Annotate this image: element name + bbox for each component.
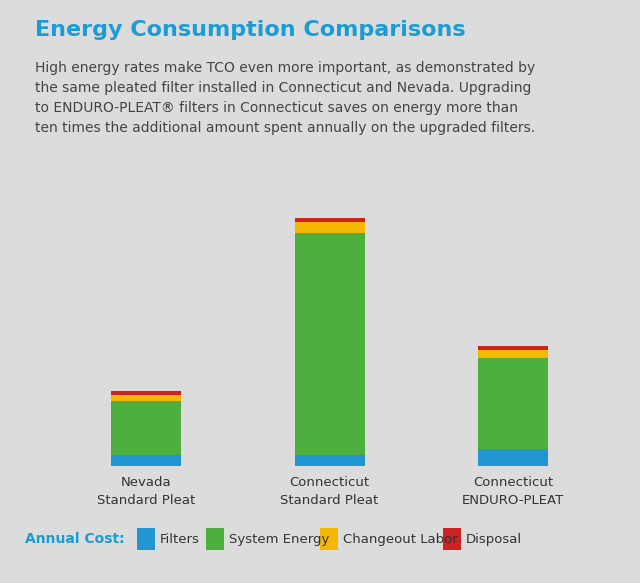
Bar: [294, 222, 365, 233]
Bar: [205, 528, 224, 550]
Bar: [294, 455, 365, 466]
Bar: [479, 449, 548, 466]
Bar: [111, 395, 180, 402]
Bar: [444, 528, 461, 550]
Text: Annual Cost:: Annual Cost:: [25, 532, 125, 546]
Bar: [294, 233, 365, 455]
Text: Changeout Labor: Changeout Labor: [343, 533, 458, 546]
Bar: [111, 455, 180, 466]
Bar: [479, 350, 548, 358]
Text: Disposal: Disposal: [466, 533, 522, 546]
Bar: [294, 219, 365, 222]
Text: High energy rates make TCO even more important, as demonstrated by
the same plea: High energy rates make TCO even more imp…: [35, 61, 536, 135]
Bar: [320, 528, 338, 550]
Text: System Energy: System Energy: [228, 533, 329, 546]
Text: Energy Consumption Comparisons: Energy Consumption Comparisons: [35, 20, 466, 40]
Bar: [111, 402, 180, 455]
Bar: [479, 358, 548, 449]
Bar: [111, 391, 180, 395]
Bar: [136, 528, 154, 550]
Text: Filters: Filters: [159, 533, 199, 546]
Bar: [479, 346, 548, 350]
